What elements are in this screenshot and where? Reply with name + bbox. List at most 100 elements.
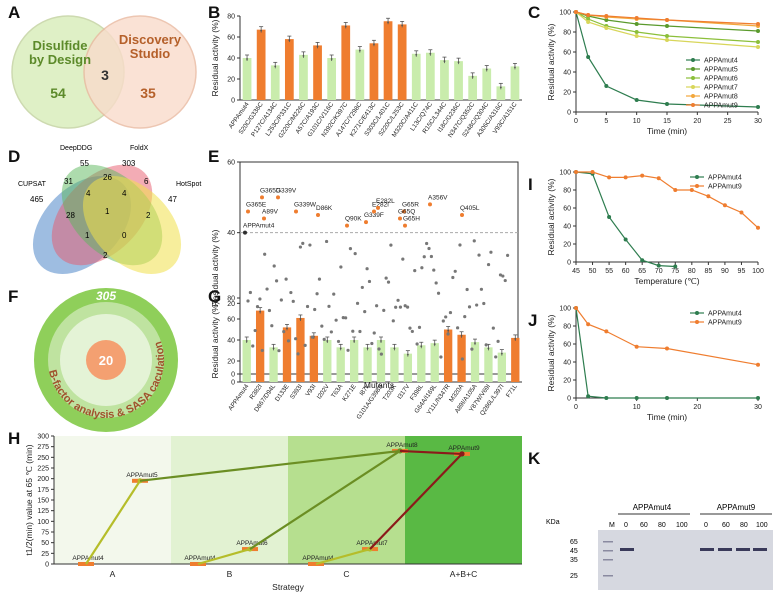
- chart-e-point: [475, 303, 479, 307]
- chart-b-bar: [411, 53, 421, 100]
- chart-i-point: [656, 263, 661, 268]
- chart-e-point: [503, 278, 507, 283]
- chart-i-ytick-label: 0: [567, 260, 571, 267]
- chart-h-xtick-label: C: [343, 569, 349, 579]
- panel-label-c: C: [528, 3, 540, 22]
- chart-c-ytick-label: 40: [563, 70, 571, 77]
- chart-j-point: [634, 344, 639, 349]
- chart-e-point: [294, 337, 298, 341]
- chart-i-ytick-label: 80: [563, 188, 571, 195]
- chart-e-point: [291, 299, 295, 303]
- chart-b-ytick-label: 80: [227, 14, 235, 21]
- chart-i-ytick-label: 20: [563, 242, 571, 249]
- chart-g-replicate-dot: [245, 340, 248, 342]
- chart-g-xtick-label: K271E: [341, 383, 358, 403]
- chart-c-point: [604, 18, 609, 22]
- gel-band: [718, 548, 732, 551]
- chart-e-highlight-point: [376, 205, 380, 210]
- chart-e-point: [325, 239, 329, 244]
- chart-b-ytick-label: 20: [227, 77, 235, 84]
- chart-g-bar: [269, 347, 278, 382]
- chart-b-axes: [239, 16, 522, 101]
- chart-i-xlabel: Temperature (℃): [634, 276, 699, 286]
- chart-g-replicate-dot: [500, 352, 503, 355]
- chart-e-point: [346, 348, 350, 352]
- gel-background: [598, 530, 773, 590]
- chart-b-bar: [496, 86, 506, 100]
- chart-j-point: [665, 396, 669, 400]
- chart-e-ylabel: Residual activity (%): [210, 229, 220, 306]
- chart-i-point: [756, 225, 760, 230]
- chart-j-xtick-label: 30: [754, 404, 762, 411]
- chart-b-bar: [425, 52, 435, 100]
- chart-e-point: [384, 276, 388, 280]
- chart-h-ytick-label: 225: [37, 466, 49, 473]
- gel-band: [603, 559, 613, 561]
- chart-e-point: [456, 326, 460, 330]
- chart-h-arrow-head: [459, 451, 465, 457]
- chart-c-legend-label: APPAmut4: [704, 58, 738, 65]
- chart-h-xtick-label: A: [110, 569, 116, 579]
- chart-h-arrow: [249, 450, 401, 550]
- chart-j-series-line: [575, 307, 758, 399]
- chart-g-ylabel: Residual activity (%): [210, 301, 220, 378]
- chart-g-bar: [336, 347, 345, 382]
- chart-b-bar: [454, 61, 463, 100]
- chart-i-xtick-label: 95: [738, 268, 746, 275]
- chart-e-point-label: E282I: [372, 201, 389, 208]
- chart-c-legend-marker: [691, 103, 695, 107]
- chart-j-ytick-label: 40: [563, 360, 571, 367]
- chart-i-point: [590, 170, 595, 174]
- chart-e-point: [444, 315, 448, 319]
- chart-e-point: [336, 339, 341, 344]
- chart-g-xtick-label: D133E: [274, 383, 291, 403]
- chart-h-point-label: APPAmut5: [126, 472, 158, 479]
- chart-i-xtick-label: 80: [688, 268, 696, 275]
- chart-j-point: [756, 396, 760, 400]
- chart-c-xlabel: Time (min): [647, 126, 687, 136]
- chart-e-point: [263, 252, 267, 256]
- chart-h-ytick-label: 100: [37, 519, 49, 526]
- chart-c-xtick-label: 5: [604, 118, 608, 125]
- venn4-label-hotspot: HotSpot: [176, 181, 201, 188]
- chart-e-point: [460, 357, 464, 361]
- chart-i-point: [623, 175, 628, 180]
- chart-e-point: [453, 269, 457, 273]
- chart-g-bar: [443, 329, 453, 382]
- chart-h-point-label: APPAmut4: [184, 555, 216, 562]
- venn4-region: 47: [168, 195, 177, 204]
- chart-e-point: [477, 253, 481, 257]
- chart-e-point: [274, 279, 279, 283]
- chart-c-point: [756, 105, 760, 109]
- chart-e-point: [308, 243, 312, 247]
- venn-left-count: 54: [50, 85, 66, 101]
- chart-i-point: [607, 175, 612, 180]
- chart-e-highlight-point: [260, 195, 264, 200]
- chart-j-xtick-label: 0: [574, 404, 578, 411]
- chart-e-point: [422, 255, 426, 259]
- gel-band: [603, 550, 613, 552]
- chart-e-point: [329, 330, 333, 334]
- chart-e-highlight-point: [403, 223, 407, 228]
- chart-i-series-line: [575, 171, 676, 268]
- chart-c-point: [665, 102, 669, 106]
- chart-e-point: [279, 298, 283, 302]
- panel-label-f: F: [8, 287, 18, 306]
- chart-e-point: [379, 352, 383, 356]
- chart-h-ylabel: t1/2(min) value at 65 ℃ (min): [24, 444, 34, 555]
- chart-b-replicate-dot: [373, 43, 375, 46]
- chart-e-point: [479, 287, 484, 291]
- chart-i-point: [739, 210, 744, 215]
- chart-j-point: [586, 322, 591, 327]
- chart-c-ytick-label: 100: [559, 10, 571, 17]
- chart-g-ytick-label: 60: [227, 317, 235, 324]
- chart-e-point: [253, 328, 257, 333]
- chart-e-point: [470, 347, 474, 351]
- chart-e-highlight-point: [398, 216, 402, 221]
- chart-h-point-label: APPAmut9: [448, 445, 480, 452]
- venn-right-title-2: Studio: [130, 46, 170, 61]
- chart-i-xtick-label: 65: [638, 268, 646, 275]
- chart-e-point: [448, 310, 453, 315]
- gel-group-mut4: APPAmut4: [633, 503, 672, 512]
